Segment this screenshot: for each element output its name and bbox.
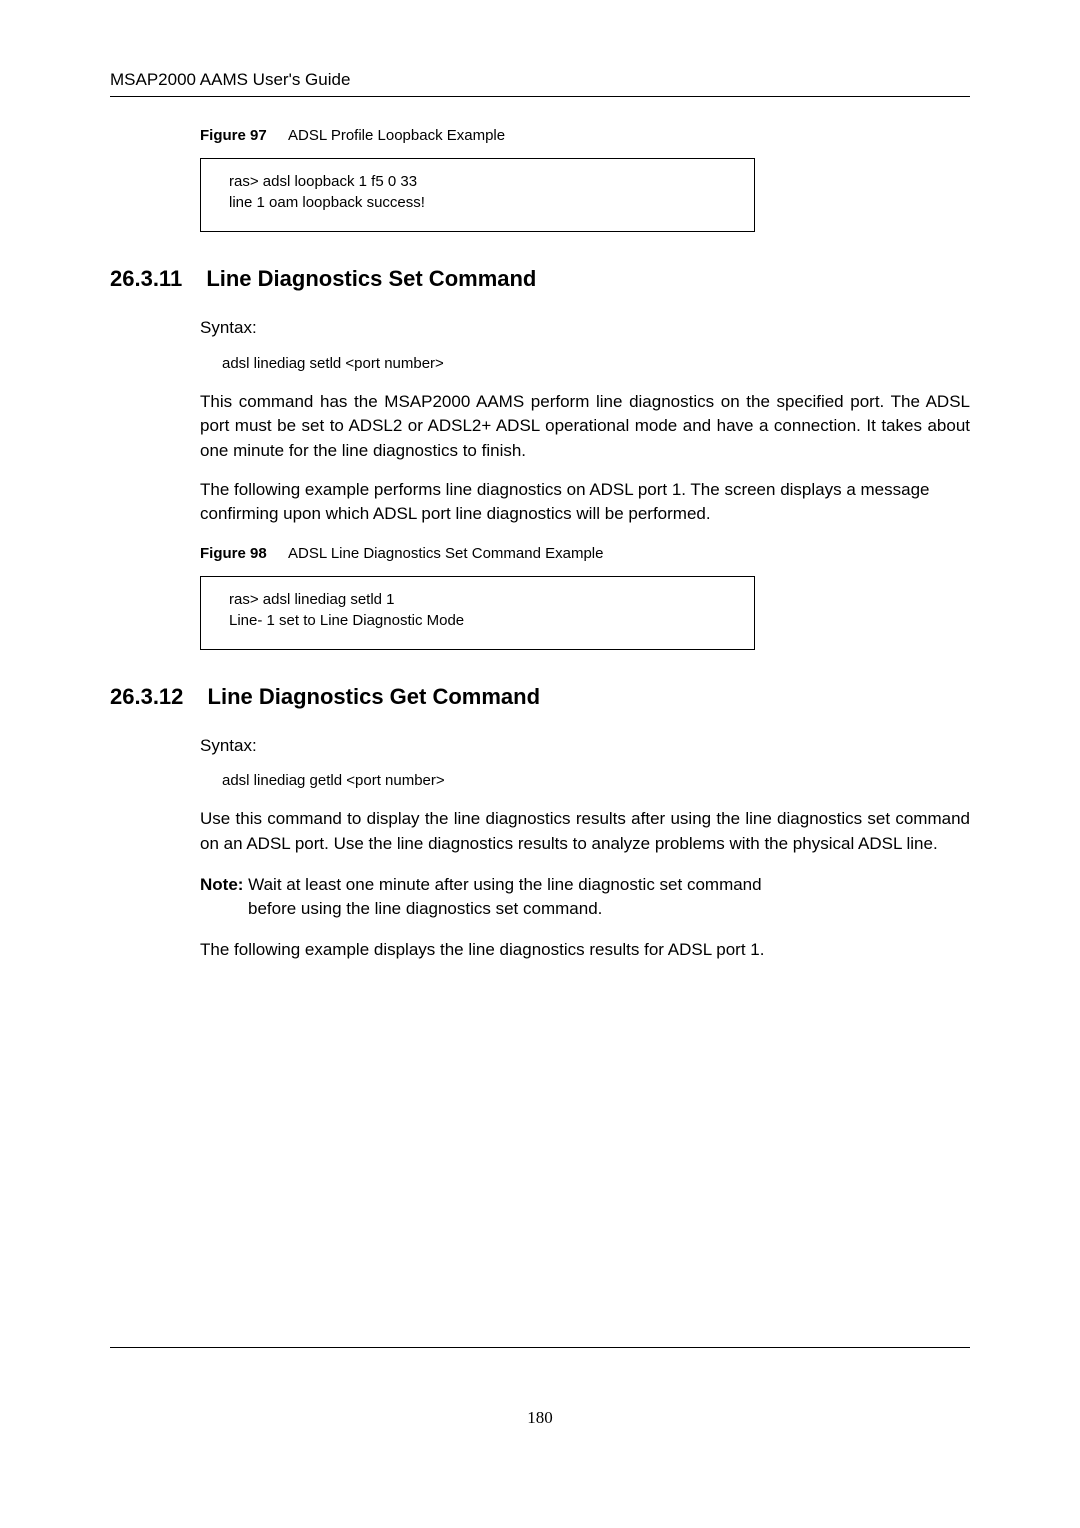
note: Note: Wait at least one minute after usi… [200,873,970,922]
paragraph: Use this command to display the line dia… [200,807,970,856]
figure-98-code-box: ras> adsl linediag setld 1 Line- 1 set t… [200,576,755,650]
section-title: Line Diagnostics Get Command [208,684,541,709]
figure-97-code-box: ras> adsl loopback 1 f5 0 33 line 1 oam … [200,158,755,232]
syntax-label: Syntax: [200,734,970,759]
code-line: ras> adsl linediag setld 1 [229,589,726,610]
code-line: Line- 1 set to Line Diagnostic Mode [229,610,726,631]
content-area: Figure 97 ADSL Profile Loopback Example … [110,127,970,963]
code-line: line 1 oam loopback success! [229,192,726,213]
page-number: 180 [0,1408,1080,1428]
paragraph: The following example displays the line … [200,938,970,963]
syntax-label: Syntax: [200,316,970,341]
figure-98-caption: ADSL Line Diagnostics Set Command Exampl… [288,545,603,562]
header-title: MSAP2000 AAMS User's Guide [110,70,970,90]
syntax-command: adsl linediag setld <port number> [222,355,970,372]
paragraph: The following example performs line diag… [200,478,970,527]
document-page: MSAP2000 AAMS User's Guide Figure 97 ADS… [0,0,1080,1528]
paragraph: This command has the MSAP2000 AAMS perfo… [200,390,970,464]
section-title: Line Diagnostics Set Command [206,266,536,291]
figure-98-number: Figure 98 [200,545,267,562]
section-26-3-12-heading: 26.3.12 Line Diagnostics Get Command [110,684,970,710]
figure-97-number: Figure 97 [200,127,267,144]
footer-divider [110,1347,970,1348]
syntax-command: adsl linediag getld <port number> [222,772,970,789]
figure-97-caption: ADSL Profile Loopback Example [288,127,505,144]
section-number: 26.3.12 [110,684,183,710]
code-line: ras> adsl loopback 1 f5 0 33 [229,171,726,192]
figure-97-label: Figure 97 ADSL Profile Loopback Example [200,127,970,144]
note-text-line1: Wait at least one minute after using the… [243,875,761,894]
section-number: 26.3.11 [110,266,182,292]
section-26-3-11-heading: 26.3.11 Line Diagnostics Set Command [110,266,970,292]
figure-98-label: Figure 98 ADSL Line Diagnostics Set Comm… [200,545,970,562]
header-divider [110,96,970,97]
note-label: Note: [200,875,243,894]
note-text-line2: before using the line diagnostics set co… [200,897,970,922]
